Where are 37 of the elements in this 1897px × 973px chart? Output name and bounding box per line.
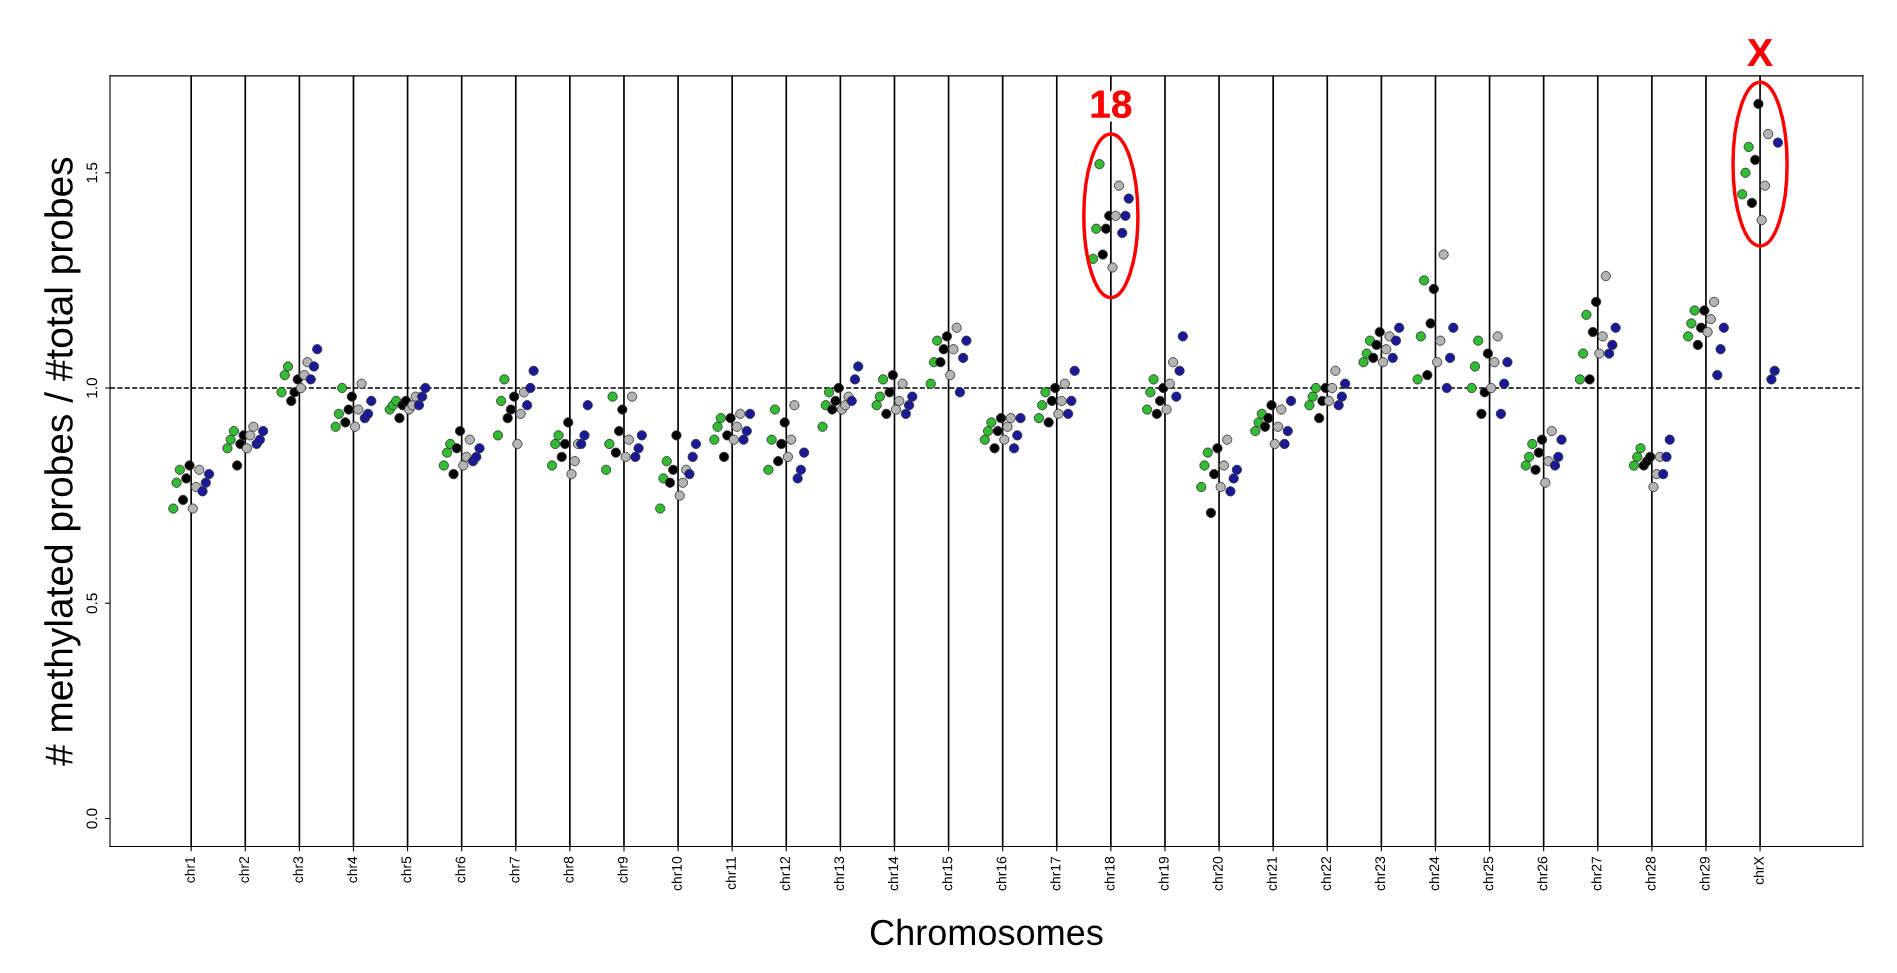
- y-tick-label: 0.5: [86, 593, 98, 614]
- x-tick-label: chr16: [996, 856, 1007, 891]
- x-tick-label: chr21: [1266, 856, 1277, 891]
- x-tick-label: chr19: [1158, 856, 1169, 891]
- x-tick-label: chr4: [347, 856, 358, 883]
- x-tick-label: chr18: [1104, 856, 1115, 891]
- x-tick-label: chr7: [509, 856, 520, 883]
- x-tick-label: chr3: [292, 856, 304, 883]
- x-tick-label: chr15: [942, 856, 953, 891]
- x-tick-label: chr20: [1212, 856, 1223, 891]
- x-tick-label: chr1: [184, 856, 195, 883]
- x-tick-label: chr5: [401, 856, 412, 883]
- y-tick-label: 1.0: [86, 377, 98, 398]
- annotation: X: [1747, 39, 1773, 66]
- x-tick-label: chr29: [1699, 856, 1710, 891]
- x-tick-label: chr6: [455, 856, 466, 883]
- x-tick-label: chr26: [1537, 856, 1548, 891]
- y-tick-label: 0.0: [86, 808, 98, 829]
- x-tick-label: chr2: [238, 856, 249, 883]
- x-tick-label: chr12: [779, 856, 790, 891]
- x-tick-label: chr9: [617, 856, 628, 883]
- x-tick-label: chr14: [888, 856, 899, 891]
- x-axis-title: Chromosomes: [870, 918, 1103, 946]
- y-axis-title: # methylated probes / #total probes: [44, 157, 81, 766]
- x-tick-label: chr8: [563, 856, 574, 883]
- x-tick-label: chr28: [1645, 856, 1656, 891]
- x-tick-label: chr22: [1320, 856, 1331, 891]
- x-tick-label: chr13: [833, 856, 845, 891]
- x-tick-label: chr24: [1428, 856, 1440, 891]
- y-tick-label: 1.5: [86, 162, 98, 183]
- x-tick-label: chr27: [1591, 856, 1602, 891]
- x-tick-label: chr11: [725, 856, 736, 890]
- x-tick-label: chr23: [1374, 856, 1386, 891]
- x-tick-label: chr25: [1483, 856, 1494, 891]
- x-tick-label: chr17: [1050, 856, 1061, 891]
- x-tick-label: chr10: [671, 856, 682, 891]
- x-tick-label: chrX: [1753, 856, 1764, 885]
